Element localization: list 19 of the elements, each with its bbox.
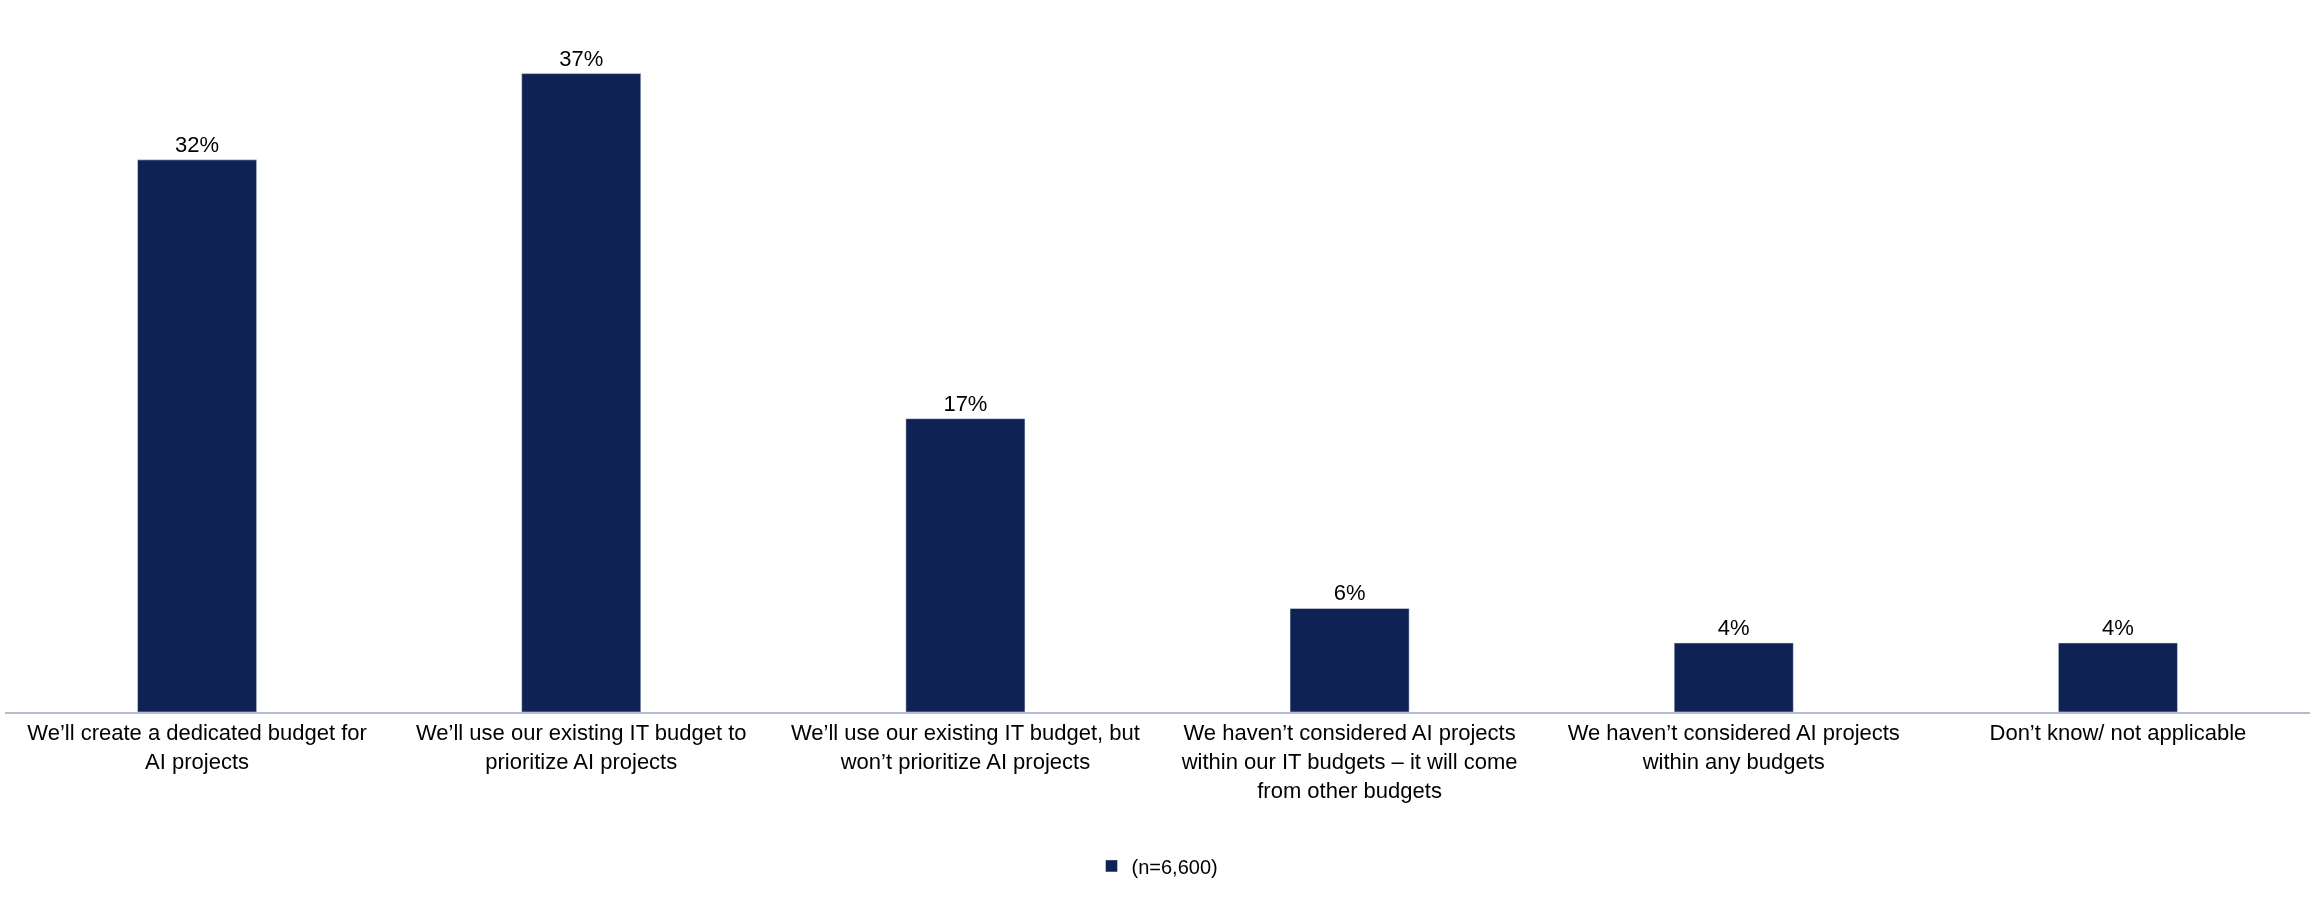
data-label: 37% bbox=[559, 45, 604, 71]
legend-label: (n=6,600) bbox=[1131, 855, 1218, 878]
bar bbox=[521, 73, 642, 712]
x-tick-label: We haven’t considered AI projects within any budgets bbox=[1567, 720, 1900, 774]
x-tick-label: Don’t know/ not applicable bbox=[1989, 720, 2247, 746]
bar bbox=[137, 159, 257, 712]
data-label: 17% bbox=[943, 390, 988, 416]
x-tick-label: We’ll use our existing IT budget to prioritize AI projects bbox=[415, 720, 747, 774]
data-label: 4% bbox=[1717, 614, 1750, 640]
x-tick-label: We’ll use our existing IT budget, but won’t prioritize AI projects bbox=[790, 720, 1140, 774]
bar bbox=[905, 418, 1026, 712]
data-label: 6% bbox=[1333, 580, 1366, 606]
x-tick-label: We haven’t considered AI projects within our IT budgets – it will come from other budgets bbox=[1180, 720, 1518, 803]
data-label: 32% bbox=[175, 131, 220, 157]
bar bbox=[2058, 642, 2178, 712]
x-tick-label: We’ll create a dedicated budget for AI projects bbox=[27, 720, 367, 774]
bar bbox=[1289, 608, 1410, 712]
data-label: 4% bbox=[2102, 614, 2134, 640]
bar bbox=[1673, 642, 1794, 712]
